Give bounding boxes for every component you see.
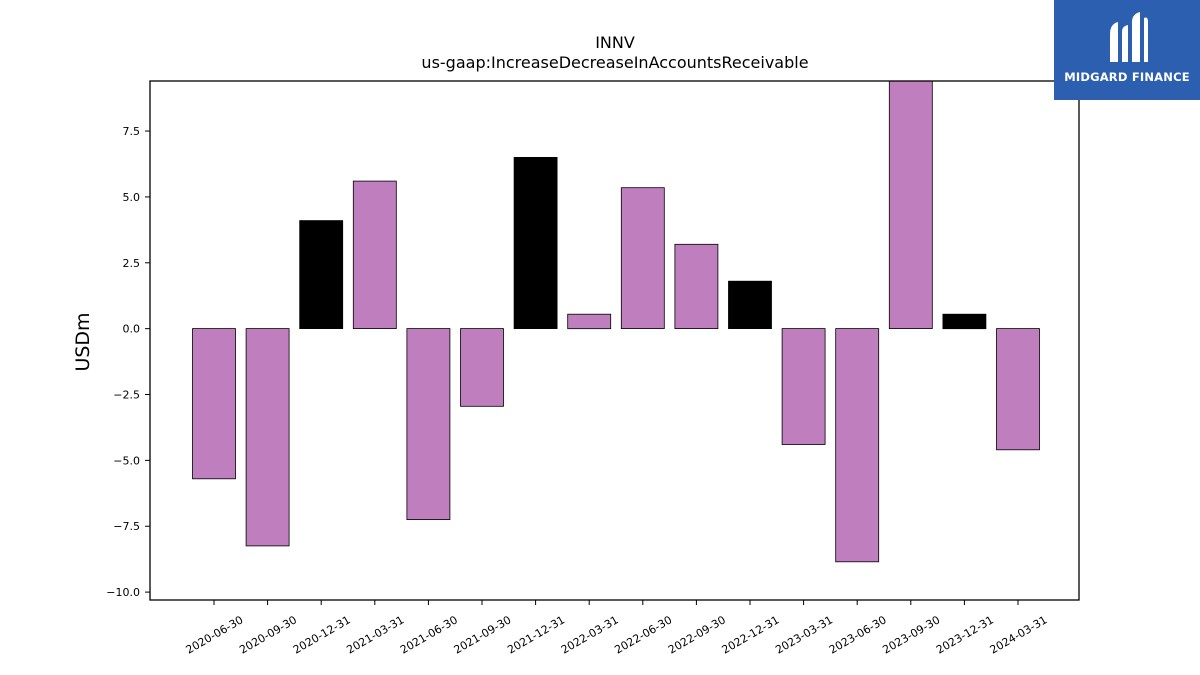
y-tick-label: 0.0 xyxy=(123,323,141,336)
bar-2023-06-30 xyxy=(835,328,880,563)
bar-2020-12-31 xyxy=(299,220,344,330)
y-tick-label: −5.0 xyxy=(113,454,140,467)
bar-2022-06-30 xyxy=(620,187,665,329)
brand-name: MIDGARD FINANCE xyxy=(1064,70,1190,84)
x-tick-label: 2024-03-31 xyxy=(988,613,1050,656)
y-tick-label: 2.5 xyxy=(123,257,141,270)
x-tick-label: 2021-03-31 xyxy=(344,613,406,656)
bar-2020-06-30 xyxy=(192,328,236,480)
x-tick-label: 2023-12-31 xyxy=(934,613,996,656)
x-tick-label: 2022-03-31 xyxy=(559,613,621,656)
y-tick-label: −10.0 xyxy=(106,586,140,599)
brand-logo: MIDGARD FINANCE xyxy=(1054,0,1200,100)
y-axis-label: USDm xyxy=(72,312,94,371)
chart-subtitle: us-gaap:IncreaseDecreaseInAccountsReceiv… xyxy=(421,53,808,72)
bar-2023-03-31 xyxy=(781,328,826,445)
bar-2024-03-31 xyxy=(996,328,1040,451)
y-tick-label: 7.5 xyxy=(123,125,141,138)
y-axis: −10.0 −7.5 −5.0 −2.5 0.0 2.5 5.0 7.5 xyxy=(106,125,150,599)
bar-2020-09-30 xyxy=(245,328,290,547)
x-tick-label: 2020-12-31 xyxy=(291,613,353,656)
bar-2021-06-30 xyxy=(406,328,451,521)
x-tick-label: 2021-12-31 xyxy=(505,613,567,656)
x-tick-label: 2023-06-30 xyxy=(827,613,889,656)
bar-2022-09-30 xyxy=(674,243,719,330)
bars-group xyxy=(192,80,1040,563)
bar-2021-03-31 xyxy=(352,180,397,330)
x-tick-label: 2022-12-31 xyxy=(720,613,782,656)
bar-2021-12-31 xyxy=(513,156,558,329)
bar-2023-12-31 xyxy=(942,313,987,330)
bar-2023-09-30 xyxy=(888,80,933,330)
x-tick-label: 2023-09-30 xyxy=(880,613,942,656)
chart-title: INNV xyxy=(595,33,635,52)
x-tick-label: 2022-06-30 xyxy=(612,613,674,656)
x-tick-label: 2021-09-30 xyxy=(452,613,514,656)
bar-2022-12-31 xyxy=(728,280,772,330)
midgard-logo-icon xyxy=(1110,12,1148,62)
y-tick-label: −7.5 xyxy=(113,520,140,533)
bar-2022-03-31 xyxy=(567,313,612,330)
x-tick-label: 2020-09-30 xyxy=(237,613,299,656)
x-tick-label: 2020-06-30 xyxy=(184,613,246,656)
plot-frame xyxy=(149,80,1080,601)
y-tick-label: −2.5 xyxy=(113,389,140,402)
x-tick-label: 2023-03-31 xyxy=(773,613,835,656)
bar-2021-09-30 xyxy=(460,328,504,407)
y-tick-label: 5.0 xyxy=(123,191,141,204)
x-tick-label: 2022-09-30 xyxy=(666,613,728,656)
x-axis: 2020-06-302020-09-302020-12-312021-03-31… xyxy=(184,600,1050,657)
x-tick-label: 2021-06-30 xyxy=(398,613,460,656)
